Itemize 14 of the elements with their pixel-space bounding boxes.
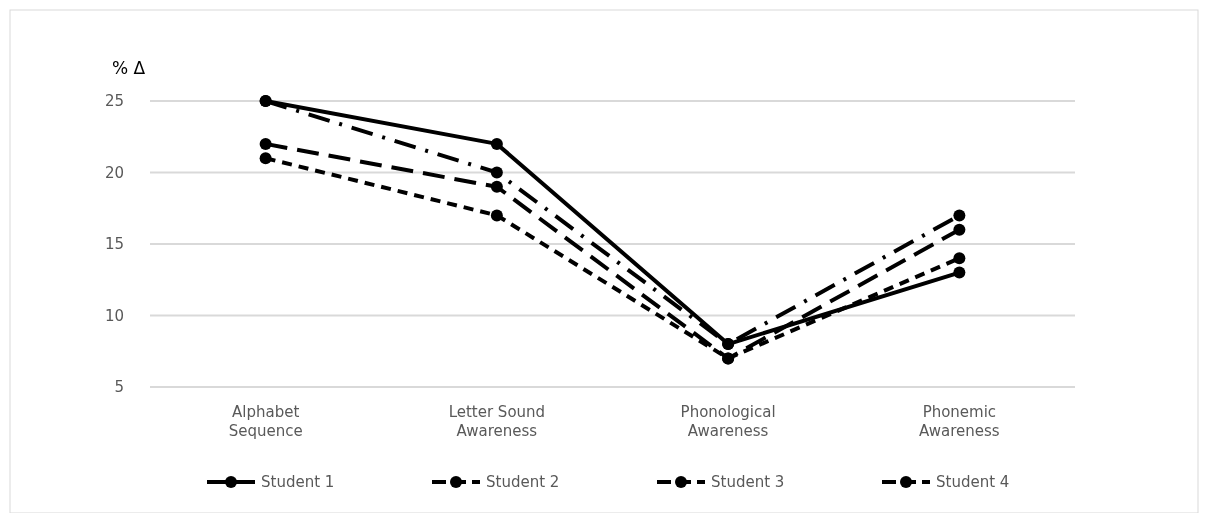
x-tick-label: Phonemic Awareness (919, 403, 1000, 440)
x-tick-label: Phonological Awareness (680, 403, 776, 440)
y-tick-label: 5 (114, 378, 124, 397)
x-tick-label: Alphabet Sequence (228, 403, 303, 440)
y-tick-label: 10 (104, 306, 124, 325)
y-tick-label: 20 (104, 163, 124, 182)
legend-label: Student 3 (711, 473, 785, 492)
y-tick-label: 25 (104, 92, 124, 111)
y-tick-label: 15 (104, 235, 124, 254)
y-axis-title: % Δ (112, 58, 146, 78)
legend-label: Student 1 (261, 473, 335, 492)
x-tick-label: Letter Sound Awareness (448, 403, 546, 440)
legend-label: Student 2 (486, 473, 560, 492)
legend-label: Student 4 (936, 473, 1010, 492)
